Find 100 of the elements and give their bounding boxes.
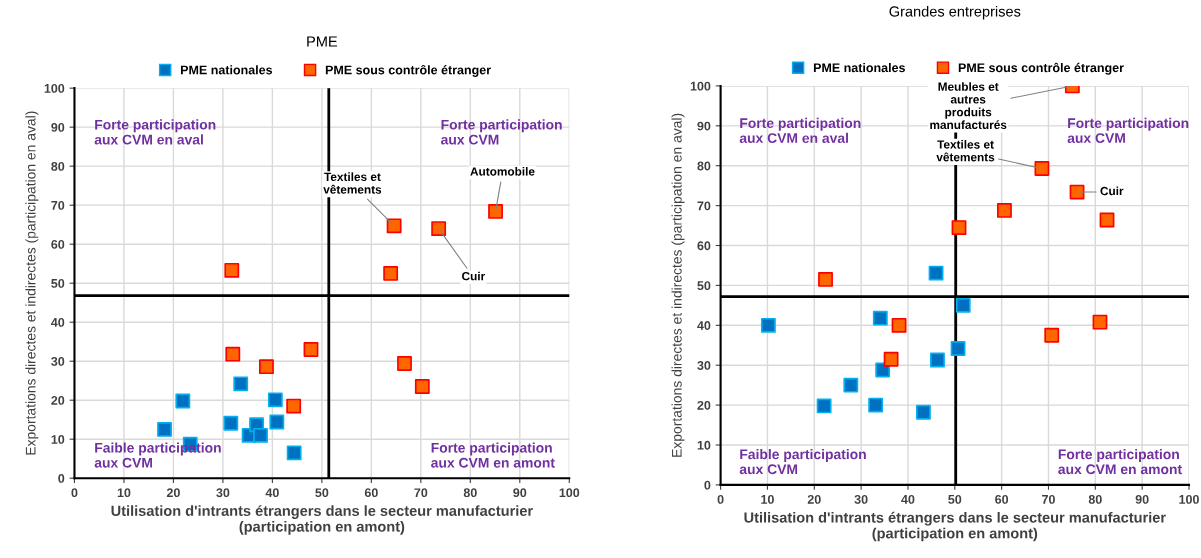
point xyxy=(259,359,274,375)
point xyxy=(397,356,412,371)
point xyxy=(269,414,285,430)
point xyxy=(253,427,268,443)
point xyxy=(930,352,945,368)
y-tick-label: 0 xyxy=(58,474,65,483)
point xyxy=(488,203,503,219)
x-tick-label: 30 xyxy=(854,494,868,504)
x-tick-label: 60 xyxy=(364,488,378,498)
x-tick-label: 60 xyxy=(995,494,1009,504)
x-tick-label: 10 xyxy=(761,494,774,504)
y-tick-label: 60 xyxy=(697,241,711,251)
y-tick-label: 30 xyxy=(51,356,65,366)
y-tick-label: 20 xyxy=(697,400,711,410)
x-tick-label: 70 xyxy=(414,488,428,498)
y-tick-label: 70 xyxy=(697,201,711,211)
point xyxy=(225,346,241,362)
y-tick-label: 30 xyxy=(697,361,711,370)
x-tick-label: 20 xyxy=(807,494,821,504)
point xyxy=(383,266,399,281)
y-tick-label: 0 xyxy=(704,480,711,490)
annotation: Forte participation aux CVM en aval xyxy=(739,117,861,144)
annotation: Cuir xyxy=(462,271,485,281)
x-tick-label: 100 xyxy=(1179,494,1199,504)
point xyxy=(233,376,249,392)
y-tick-label: 10 xyxy=(697,440,711,450)
y-tick-label: 50 xyxy=(697,281,711,291)
point xyxy=(872,310,888,326)
annotation: Textiles et vêtements xyxy=(323,172,382,194)
x-tick-label: 70 xyxy=(1042,494,1055,504)
y-tick-label: 50 xyxy=(51,278,65,288)
point xyxy=(303,342,319,357)
point xyxy=(883,351,899,367)
y-tick-label: 90 xyxy=(697,121,711,131)
point xyxy=(955,297,971,313)
annotation: Forte participation aux CVM en aval xyxy=(94,119,216,145)
point xyxy=(431,221,447,237)
y-tick-label: 40 xyxy=(51,317,65,327)
point xyxy=(1044,327,1060,343)
point xyxy=(414,379,430,394)
x-tick-label: 30 xyxy=(216,488,230,498)
legend-label: PME sous contrôle étranger xyxy=(958,62,1124,75)
annotation: Forte participation aux CVM xyxy=(1067,117,1189,144)
annotation: Meubles et autres produits manufacturés xyxy=(930,82,1007,130)
point xyxy=(223,415,239,431)
annotation: Faible participation aux CVM xyxy=(739,449,866,475)
y-tick-label: 60 xyxy=(51,239,65,249)
annotation: Automobile xyxy=(470,167,535,176)
point xyxy=(267,392,283,408)
x-tick-label: 0 xyxy=(71,488,78,498)
y-tick-label: 80 xyxy=(51,161,65,171)
x-tick-label: 40 xyxy=(265,488,279,498)
y-tick-label: 40 xyxy=(697,321,711,330)
point xyxy=(386,218,402,234)
point xyxy=(1099,212,1115,228)
legend-label: PME nationales xyxy=(181,65,273,75)
y-tick-label: 10 xyxy=(51,435,65,444)
x-axis-title: Utilisation d'intrants étrangers dans le secteur manufacturier (participation en amont) xyxy=(111,505,533,535)
annotation: Forte participation aux CVM xyxy=(441,119,562,145)
point xyxy=(891,317,907,333)
point xyxy=(951,220,967,235)
point xyxy=(760,317,776,333)
y-tick-label: 100 xyxy=(690,81,711,91)
annotation: Cuir xyxy=(1100,186,1124,196)
point xyxy=(1034,161,1050,176)
point xyxy=(224,262,240,278)
x-tick-label: 10 xyxy=(117,488,131,498)
y-tick-label: 90 xyxy=(51,122,65,132)
annotation: Textiles et vêtements xyxy=(936,139,995,162)
x-tick-label: 90 xyxy=(1135,494,1149,504)
point xyxy=(915,404,931,420)
x-tick-label: 80 xyxy=(1088,494,1102,504)
point xyxy=(843,377,859,393)
point xyxy=(950,341,966,356)
point xyxy=(868,397,884,413)
point xyxy=(286,398,302,414)
point xyxy=(175,393,191,409)
x-tick-label: 90 xyxy=(513,488,527,498)
point xyxy=(157,422,172,437)
point xyxy=(997,202,1012,218)
annotation: Faible participation aux CVM xyxy=(94,442,221,468)
point xyxy=(816,398,832,414)
annotation: Forte participation aux CVM en amont xyxy=(431,442,555,468)
x-tick-label: 80 xyxy=(463,488,477,498)
legend-label: PME sous contrôle étranger xyxy=(325,64,491,77)
point xyxy=(1092,314,1108,330)
y-axis-title: Exportations directes et indirectes (participation en aval) xyxy=(671,113,685,457)
x-tick-label: 0 xyxy=(717,494,724,504)
x-tick-label: 20 xyxy=(166,488,180,498)
y-tick-label: 80 xyxy=(697,161,711,171)
x-axis-title: Utilisation d'intrants étrangers dans le secteur manufacturier (participation en amont) xyxy=(744,511,1166,542)
x-tick-label: 50 xyxy=(315,488,329,498)
x-tick-label: 40 xyxy=(901,494,915,504)
x-tick-label: 50 xyxy=(948,494,962,504)
x-tick-label: 100 xyxy=(559,488,580,498)
chart-title: Grandes entreprises xyxy=(889,5,1021,20)
point xyxy=(818,272,833,287)
point xyxy=(286,445,302,461)
y-axis-title: Exportations directes et indirectes (participation en aval) xyxy=(25,111,39,455)
legend-label: PME nationales xyxy=(813,62,905,73)
